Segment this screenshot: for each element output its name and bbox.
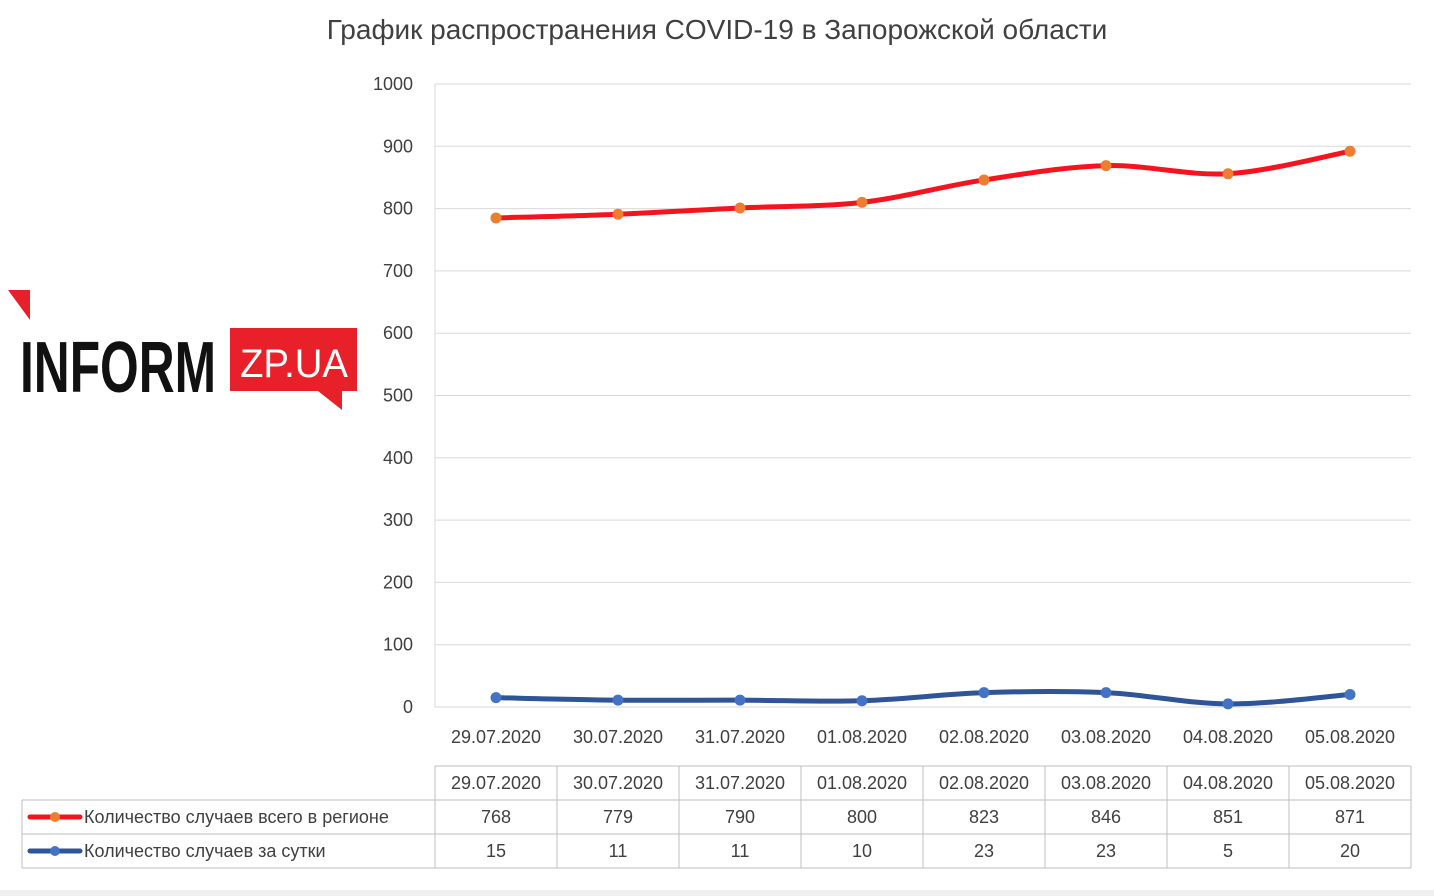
data-point: [612, 208, 624, 220]
y-tick-label: 200: [383, 572, 413, 592]
y-tick-label: 300: [383, 510, 413, 530]
series-line-2: [493, 688, 1353, 707]
y-tick-label: 400: [383, 448, 413, 468]
logo-bubble-shape: [230, 328, 357, 410]
table-header-cell: 30.07.2020: [573, 773, 663, 793]
x-tick-label: 01.08.2020: [817, 727, 907, 747]
table-value-cell: 851: [1213, 807, 1243, 827]
x-tick-label: 05.08.2020: [1305, 727, 1395, 747]
data-point: [490, 692, 502, 704]
series-line-1: [493, 148, 1353, 221]
bottom-strip: [0, 890, 1434, 896]
data-point: [734, 202, 746, 214]
table-header-cell: 01.08.2020: [817, 773, 907, 793]
data-point: [978, 174, 990, 186]
data-point: [978, 687, 990, 699]
x-tick-label: 04.08.2020: [1183, 727, 1273, 747]
table-header-cell: 02.08.2020: [939, 773, 1029, 793]
table-header-cell: 05.08.2020: [1305, 773, 1395, 793]
chart-title: График распространения COVID-19 в Запоро…: [326, 14, 1108, 45]
y-tick-label: 900: [383, 136, 413, 156]
y-tick-label: 600: [383, 323, 413, 343]
data-point: [1222, 698, 1234, 710]
y-tick-label: 700: [383, 261, 413, 281]
table-value-cell: 23: [974, 841, 994, 861]
x-tick-label: 03.08.2020: [1061, 727, 1151, 747]
legend-label: Количество случаев за сутки: [84, 841, 326, 861]
y-axis-ticks: 0 100 200 300 400 500 600 700 800 900 1000: [373, 74, 413, 717]
y-tick-label: 1000: [373, 74, 413, 94]
table-value-cell: 11: [731, 841, 750, 861]
table-value-cell: 20: [1340, 841, 1360, 861]
table-value-cell: 871: [1335, 807, 1365, 827]
data-point: [856, 695, 868, 707]
data-point: [1344, 689, 1356, 701]
x-axis-ticks: 29.07.2020 30.07.2020 31.07.2020 01.08.2020…: [451, 727, 1395, 747]
data-point: [1100, 687, 1112, 699]
table-value-cell: 846: [1091, 807, 1121, 827]
table-value-cell: 768: [481, 807, 511, 827]
legend-label: Количество случаев всего в регионе: [84, 807, 389, 827]
y-tick-label: 800: [383, 199, 413, 219]
logo-flag-icon: [8, 290, 30, 320]
series-lines: [490, 145, 1356, 710]
logo-word-inform: INFORM: [20, 328, 216, 408]
table-header-cell: 29.07.2020: [451, 773, 541, 793]
table-value-cell: 5: [1223, 841, 1233, 861]
x-tick-label: 02.08.2020: [939, 727, 1029, 747]
x-tick-label: 29.07.2020: [451, 727, 541, 747]
y-tick-label: 500: [383, 386, 413, 406]
table-header-cell: 03.08.2020: [1061, 773, 1151, 793]
data-point: [490, 212, 502, 224]
x-tick-label: 30.07.2020: [573, 727, 663, 747]
data-table: 29.07.2020 30.07.2020 31.07.2020 01.08.2020…: [21, 765, 1412, 869]
inform-zp-logo: INFORM ZP.UA: [8, 290, 357, 410]
y-tick-label: 100: [383, 635, 413, 655]
logo-word-zpua: ZP.UA: [240, 342, 348, 386]
legend-marker-key: [50, 812, 60, 822]
table-header-cell: 04.08.2020: [1183, 773, 1273, 793]
data-point: [1100, 160, 1112, 172]
gridlines: [434, 83, 1411, 708]
table-value-cell: 790: [725, 807, 755, 827]
table-value-cell: 10: [852, 841, 872, 861]
table-value-cell: 779: [603, 807, 633, 827]
table-value-cell: 23: [1096, 841, 1116, 861]
y-tick-label: 0: [403, 697, 413, 717]
data-point: [612, 694, 624, 706]
data-point: [1222, 168, 1234, 180]
x-tick-label: 31.07.2020: [695, 727, 785, 747]
data-point: [1344, 145, 1356, 157]
table-value-cell: 11: [609, 841, 628, 861]
table-value-cell: 823: [969, 807, 999, 827]
legend-marker-key: [50, 846, 60, 856]
table-value-cell: 15: [486, 841, 506, 861]
table-header-cell: 31.07.2020: [695, 773, 785, 793]
table-value-cell: 800: [847, 807, 877, 827]
data-point: [734, 694, 746, 706]
data-point: [856, 196, 868, 208]
